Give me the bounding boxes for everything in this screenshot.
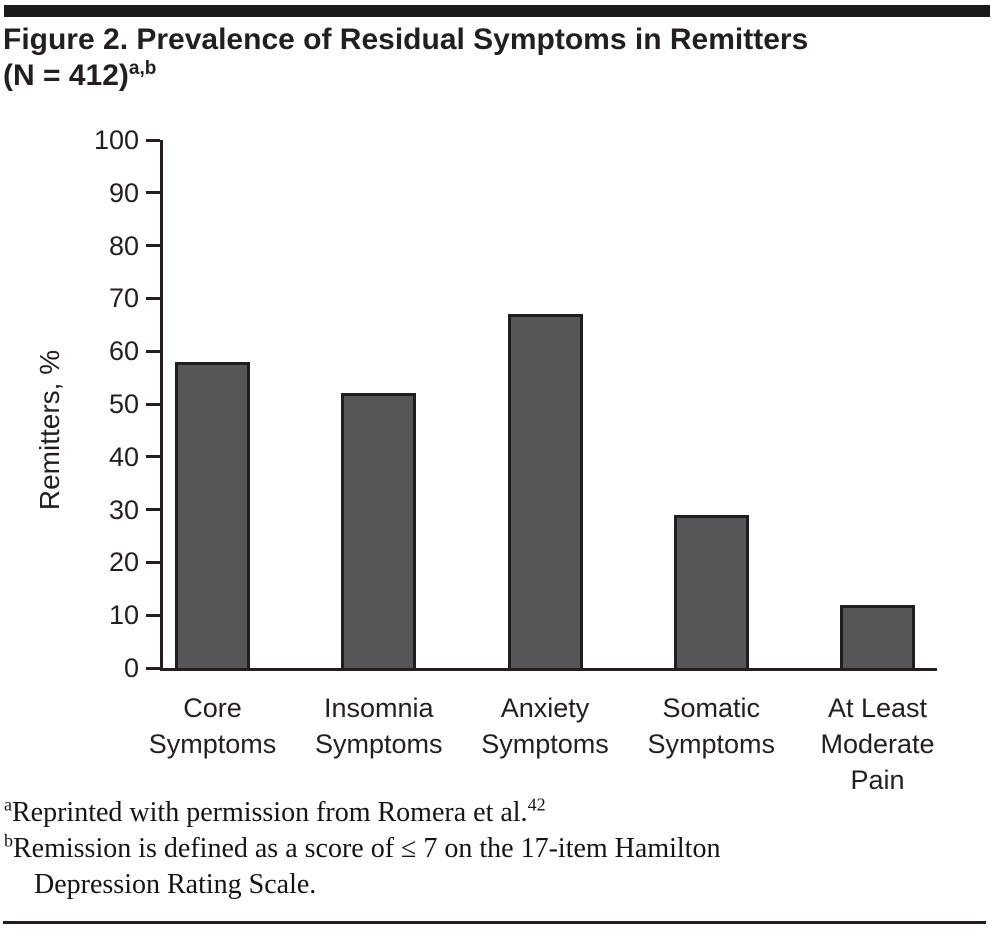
bar-somatic-symptoms xyxy=(673,514,749,668)
y-axis-tick-0 xyxy=(146,666,160,670)
bar-core-symptoms xyxy=(175,361,250,668)
y-tick-label-80: 80 xyxy=(108,230,139,261)
x-category-label-core-symptoms: Core Symptoms xyxy=(148,693,277,759)
footnote-a: aReprinted with permission from Romera e… xyxy=(4,795,988,831)
y-tick-label-40: 40 xyxy=(108,441,139,472)
bar-insomnia-symptoms xyxy=(341,393,417,668)
footnote-b: bRemission is defined as a score of ≤ 7 … xyxy=(4,831,988,903)
footnotes: aReprinted with permission from Romera e… xyxy=(4,795,988,903)
y-axis-title: Remitters, % xyxy=(34,349,65,511)
footnote-a-marker: a xyxy=(4,794,12,815)
bar-anxiety-symptoms xyxy=(507,314,583,668)
figure-title: Figure 2. Prevalence of Residual Symptom… xyxy=(3,22,963,94)
y-tick-label-0: 0 xyxy=(123,653,139,683)
footnote-b-text-line2: Depression Rating Scale. xyxy=(34,869,317,900)
y-tick-label-90: 90 xyxy=(108,177,139,208)
y-axis-tick-70 xyxy=(146,296,160,300)
y-axis-tick-90 xyxy=(146,191,160,195)
y-axis-tick-20 xyxy=(146,560,160,564)
top-rule xyxy=(4,5,990,17)
bar-at-least-moderate-pain xyxy=(840,604,915,668)
figure-title-line1: Figure 2. Prevalence of Residual Symptom… xyxy=(3,23,809,56)
y-axis-tick-30 xyxy=(146,508,160,512)
y-tick-label-100: 100 xyxy=(93,125,139,155)
y-axis-tick-100 xyxy=(146,138,160,142)
y-axis-tick-60 xyxy=(146,349,160,353)
y-tick-label-50: 50 xyxy=(108,389,139,419)
x-category-label-insomnia-symptoms: Insomnia Symptoms xyxy=(314,693,443,759)
y-tick-label-60: 60 xyxy=(108,336,139,367)
y-tick-label-10: 10 xyxy=(108,600,139,631)
y-tick-label-30: 30 xyxy=(108,494,139,525)
x-category-label-anxiety-symptoms: Anxiety Symptoms xyxy=(481,693,609,759)
figure-title-line2: (N = 412) xyxy=(3,59,129,92)
bottom-rule xyxy=(3,921,986,924)
y-axis-tick-80 xyxy=(146,244,160,248)
x-category-label-somatic-symptoms: Somatic Symptoms xyxy=(647,693,776,759)
footnote-b-marker: b xyxy=(4,830,13,851)
y-axis-tick-40 xyxy=(146,455,160,459)
y-axis-tick-10 xyxy=(146,613,160,617)
footnote-a-reference-number: 42 xyxy=(527,794,546,815)
footnote-b-text-line1: Remission is defined as a score of ≤ 7 o… xyxy=(13,833,721,864)
x-category-label-at-least-moderate-pain: At Least Moderate Pain xyxy=(820,693,935,795)
y-tick-label-20: 20 xyxy=(108,547,139,578)
footnote-a-text: Reprinted with permission from Romera et… xyxy=(12,797,528,828)
bar-chart-plot-area: Remitters, % 0 10 20 30 40 50 60 70 80 90 100 Core … xyxy=(34,125,937,795)
y-tick-label-70: 70 xyxy=(108,283,139,314)
y-axis-tick-50 xyxy=(146,402,160,406)
figure-title-footnote-markers: a,b xyxy=(128,58,157,79)
